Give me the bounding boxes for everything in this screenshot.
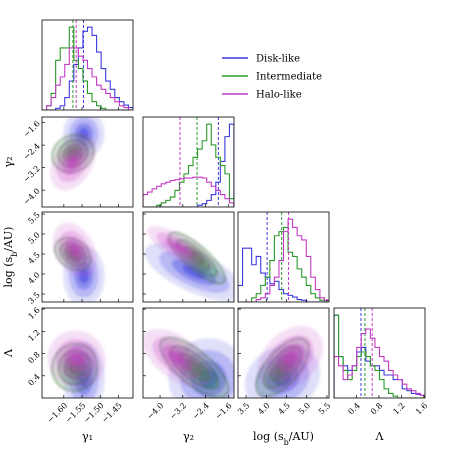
hist-Halo-like bbox=[238, 218, 329, 302]
x-tick-label: 5.5 bbox=[317, 401, 332, 416]
panel-frame bbox=[41, 116, 134, 208]
hist-Intermediate bbox=[143, 123, 234, 207]
contour-level-3 bbox=[172, 242, 188, 254]
panels-layer: −4.0−3.2−2.4−1.63.54.04.55.05.5−1.60−1.5… bbox=[22, 19, 429, 425]
y-tick-label: 0.4 bbox=[26, 372, 41, 387]
panel-content bbox=[238, 212, 329, 302]
panel-frame bbox=[142, 211, 235, 303]
hist-Disk-like bbox=[143, 123, 234, 207]
panel-content bbox=[50, 117, 105, 191]
y-tick-label: 0.8 bbox=[26, 350, 41, 365]
x-tick-label: 5.0 bbox=[297, 401, 312, 416]
axis-labels-layer: γ₁ γ₂ log (sb/AU) Λγ₂ log (sb/AU) Λ bbox=[2, 157, 385, 447]
density-Halo-like bbox=[146, 226, 213, 270]
y-tick-label: 1.2 bbox=[26, 328, 41, 343]
x-axis-label-g2: γ₂ bbox=[183, 430, 194, 443]
x-axis-label-g1: γ₁ bbox=[82, 430, 93, 443]
y-axis-label-lam: Λ bbox=[2, 348, 15, 358]
panel-frame bbox=[333, 307, 426, 399]
panel-g2-g1: −4.0 −3.2−2.4 −1.6 bbox=[22, 116, 134, 208]
y-tick-label: 3.5 bbox=[26, 290, 41, 305]
y-tick-label: −2.4 bbox=[22, 142, 42, 162]
y-axis-label-g2: γ₂ bbox=[2, 157, 15, 168]
panel-content bbox=[334, 308, 425, 398]
x-tick-label: 3.5 bbox=[236, 401, 251, 416]
x-tick-label: 1.2 bbox=[391, 401, 406, 416]
y-tick-label: −1.6 bbox=[22, 119, 42, 139]
hist-Disk-like bbox=[334, 314, 425, 398]
contour-level-3 bbox=[67, 155, 79, 169]
density-Halo-like bbox=[50, 133, 96, 191]
x-tick-label: 1.6 bbox=[414, 401, 429, 416]
hist-Disk-like bbox=[42, 26, 133, 110]
x-axis-label-lam: Λ bbox=[375, 430, 385, 443]
hist-Halo-like bbox=[334, 328, 425, 398]
x-tick-label: −4.0 bbox=[145, 401, 165, 421]
contour-level-3 bbox=[69, 243, 80, 257]
legend-label-0: Disk-like bbox=[256, 54, 300, 65]
panel-frame bbox=[142, 116, 235, 208]
y-tick-label: −4.0 bbox=[22, 187, 42, 207]
panel-logs-logs bbox=[237, 211, 330, 303]
contour-level-3 bbox=[282, 350, 299, 366]
y-tick-label: 4.5 bbox=[26, 250, 41, 265]
panel-lam-g2: −4.0 −3.2 −2.4 −1.6 bbox=[142, 307, 235, 421]
panel-content bbox=[143, 328, 234, 398]
x-tick-label: −3.2 bbox=[168, 401, 188, 421]
density-Halo-like bbox=[47, 330, 106, 388]
panel-g2-g2 bbox=[142, 116, 235, 208]
x-tick-label: 4.0 bbox=[256, 401, 271, 416]
x-axis-label-logs: log (sb/AU) bbox=[253, 430, 314, 447]
hist-Disk-like bbox=[238, 247, 329, 302]
density-Halo-like bbox=[143, 328, 212, 388]
panel-frame bbox=[41, 211, 134, 303]
panel-frame bbox=[41, 19, 134, 111]
density-Halo-like bbox=[52, 222, 97, 278]
panel-frame bbox=[41, 307, 134, 399]
hist-Intermediate bbox=[238, 226, 329, 302]
legend-label-2: Halo-like bbox=[256, 90, 302, 101]
panel-g1-g1 bbox=[41, 19, 134, 111]
panel-logs-g2 bbox=[142, 211, 235, 303]
legend-label-1: Intermediate bbox=[256, 72, 322, 83]
panel-content bbox=[143, 117, 234, 207]
panel-frame bbox=[237, 211, 330, 303]
legend: Disk-like Intermediate Halo-like bbox=[222, 54, 322, 101]
x-tick-label: 4.5 bbox=[277, 401, 292, 416]
y-axis-label-logs: log (sb/AU) bbox=[2, 227, 19, 288]
panel-content bbox=[47, 330, 106, 398]
panel-frame bbox=[237, 307, 330, 399]
x-tick-label: −1.6 bbox=[214, 401, 234, 421]
panel-content bbox=[52, 222, 105, 302]
contour-level-3 bbox=[69, 352, 84, 366]
y-tick-label: 4.0 bbox=[26, 270, 41, 285]
x-tick-label: 0.4 bbox=[346, 401, 361, 416]
panel-content bbox=[144, 226, 234, 302]
y-tick-label: 1.6 bbox=[26, 306, 41, 321]
panel-logs-g1: 3.5 4.0 4.5 5.0 5.5 bbox=[26, 210, 134, 306]
x-tick-label: 0.8 bbox=[369, 401, 384, 416]
x-tick-label: −2.4 bbox=[191, 401, 211, 421]
y-tick-label: 5.0 bbox=[26, 230, 41, 245]
density-Halo-like bbox=[258, 325, 324, 391]
x-tick-label: −1.45 bbox=[100, 401, 124, 425]
hist-Halo-like bbox=[143, 176, 234, 207]
y-tick-label: −3.2 bbox=[22, 164, 42, 184]
panel-lam-lam: 0.4 0.8 1.2 1.6 bbox=[333, 307, 429, 416]
panel-content bbox=[244, 325, 324, 398]
hist-Intermediate bbox=[42, 26, 133, 110]
panel-frame bbox=[142, 307, 235, 399]
panel-lam-logs: 3.5 4.0 4.5 5.0 5.5 bbox=[236, 307, 332, 416]
contour-level-3 bbox=[168, 351, 186, 365]
hist-Halo-like bbox=[42, 47, 133, 110]
panel-lam-g1: −1.60−1.55−1.50−1.450.40.81.21.6 bbox=[26, 306, 134, 425]
panel-content bbox=[42, 20, 133, 110]
y-tick-label: 5.5 bbox=[26, 210, 41, 225]
